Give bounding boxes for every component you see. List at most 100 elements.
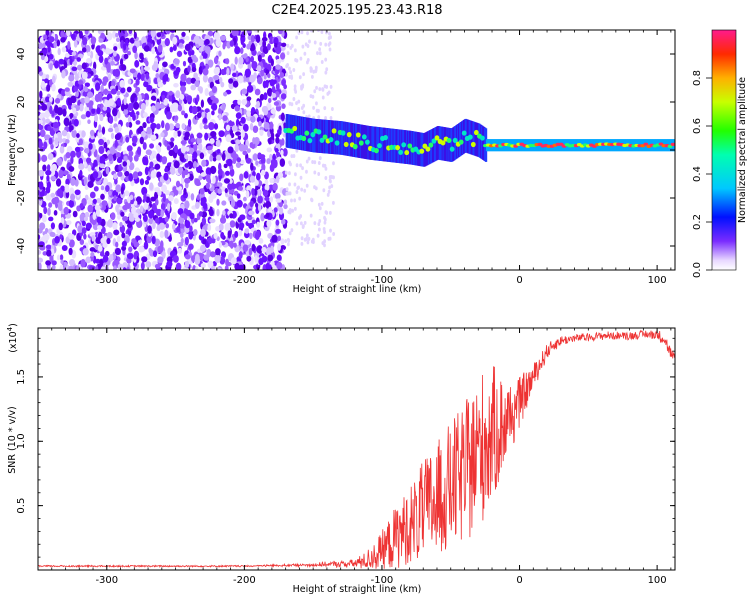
- spectrogram-noise-cell: [145, 261, 152, 268]
- spectrogram-noise-cell: [286, 62, 289, 67]
- spectrogram-noise-cell: [136, 146, 142, 155]
- spectrogram-noise-cell: [146, 234, 152, 244]
- spectrogram-noise-cell: [184, 260, 190, 268]
- spectrogram-noise-cell: [312, 69, 316, 74]
- spectrogram-noise-cell: [290, 43, 294, 48]
- spectrogram-track-core: [292, 125, 298, 132]
- spectrogram-noise-cell: [190, 138, 197, 143]
- spectrogram-noise-cell: [200, 172, 207, 177]
- spectrogram-noise-cell: [122, 204, 129, 211]
- spectrogram-noise-cell: [266, 158, 271, 165]
- spectrogram-noise-cell: [289, 162, 292, 167]
- spectrogram-noise-cell: [79, 103, 84, 112]
- spectrogram-noise-cell: [157, 256, 164, 264]
- spectrogram-noise-cell: [99, 251, 105, 257]
- spectrogram-noise-cell: [273, 101, 280, 106]
- spectrogram-noise-cell: [310, 30, 313, 33]
- spectrogram-noise-cell: [126, 253, 134, 259]
- snr-y-multiplier: (x104): [6, 323, 19, 353]
- spectrogram-noise-cell: [68, 199, 75, 208]
- spectrogram-noise-cell: [258, 120, 262, 127]
- spectrogram-noise-cell: [213, 56, 219, 65]
- spectrogram-noise-cell: [325, 30, 328, 35]
- spectrogram-noise-cell: [95, 265, 99, 270]
- spectrogram-noise-cell: [193, 217, 198, 223]
- spectrogram-noise-cell: [183, 207, 189, 216]
- spectrogram-noise-cell: [209, 165, 217, 175]
- spectrogram-noise-cell: [64, 184, 70, 193]
- spectrogram-noise-cell: [62, 170, 69, 176]
- spectrogram-noise-cell: [73, 118, 79, 127]
- spectrogram-noise-cell: [325, 84, 329, 89]
- spectrogram-noise-cell: [77, 225, 84, 233]
- spectrogram-noise-cell: [230, 183, 237, 190]
- spectrogram-noise-cell: [260, 169, 266, 176]
- spectrogram-noise-cell: [246, 116, 252, 121]
- spectrogram-noise-cell: [116, 90, 121, 96]
- spectrogram-noise-cell: [108, 254, 114, 262]
- spectrogram-noise-cell: [157, 44, 163, 53]
- spectrogram-noise-cell: [69, 187, 75, 196]
- spectrogram-noise-cell: [328, 47, 332, 52]
- spectrogram-noise-cell: [40, 80, 46, 89]
- spectrogram-noise-cell: [82, 248, 89, 256]
- spectrogram-noise-cell: [42, 251, 48, 256]
- spectrogram-noise-cell: [133, 31, 137, 39]
- spectrogram-noise-cell: [74, 189, 81, 196]
- spectrogram-noise-cell: [257, 203, 262, 212]
- spectrogram-noise-cell: [200, 99, 205, 108]
- spectrogram-noise-cell: [198, 211, 203, 217]
- spectrogram-noise-cell: [205, 64, 210, 70]
- spectrogram-noise-cell: [59, 254, 64, 261]
- spectrogram-noise-cell: [98, 145, 105, 155]
- spectrogram-noise-cell: [141, 36, 147, 45]
- spectrogram-noise-cell: [172, 36, 178, 45]
- spectrogram-noise-cell: [170, 137, 175, 142]
- spectrogram-noise-cell: [38, 42, 44, 49]
- spectrogram-noise-cell: [299, 221, 303, 226]
- spectrogram-noise-cell: [264, 196, 270, 202]
- spectrogram-noise-cell: [244, 240, 251, 245]
- spectrogram-noise-cell: [114, 115, 118, 122]
- spectrogram-noise-cell: [164, 167, 169, 173]
- spectrogram-noise-cell: [82, 36, 87, 46]
- spectrogram-noise-cell: [309, 68, 313, 73]
- spectrogram-y-tick-label: -40: [16, 238, 27, 254]
- spectrogram-track-core: [355, 132, 361, 138]
- spectrogram-noise-cell: [265, 212, 270, 218]
- spectrogram-noise-cell: [117, 263, 124, 270]
- spectrogram-noise-cell: [184, 154, 189, 160]
- spectrogram-noise-cell: [313, 40, 317, 45]
- spectrogram-noise-cell: [332, 175, 335, 180]
- spectrogram-noise-cell: [208, 208, 214, 217]
- spectrogram-noise-cell: [246, 30, 252, 34]
- spectrogram-noise-cell: [324, 176, 328, 181]
- spectrogram-noise-cell: [184, 35, 190, 41]
- spectrogram-noise-cell: [61, 69, 66, 79]
- spectrogram-track-core: [643, 142, 649, 146]
- spectrogram-noise-cell: [43, 56, 49, 63]
- spectrogram-noise-cell: [135, 78, 140, 86]
- spectrogram-noise-cell: [305, 233, 309, 238]
- spectrogram-track-core: [446, 137, 452, 144]
- spectrogram-noise-cell: [181, 110, 186, 116]
- spectrogram-noise-cell: [204, 108, 210, 114]
- spectrogram-noise-cell: [59, 234, 63, 240]
- colorbar-frame: [711, 29, 737, 271]
- spectrogram-noise-cell: [155, 144, 161, 151]
- spectrogram-noise-cell: [259, 129, 264, 136]
- spectrogram-noise-cell: [164, 139, 168, 147]
- spectrogram-noise-cell: [215, 139, 221, 148]
- spectrogram-noise-cell: [133, 200, 138, 206]
- spectrogram-noise-cell: [207, 59, 214, 68]
- snr-y-tick-label: 1.0: [16, 433, 27, 449]
- spectrogram-noise-cell: [81, 71, 88, 80]
- spectrogram-noise-cell: [140, 102, 146, 111]
- spectrogram-noise-cell: [164, 122, 170, 131]
- spectrogram-noise-cell: [174, 115, 179, 121]
- spectrogram-noise-cell: [49, 63, 53, 71]
- spectrogram-noise-cell: [242, 196, 247, 202]
- spectrogram-noise-cell: [48, 202, 53, 208]
- spectrogram-noise-cell: [233, 242, 237, 248]
- spectrogram-noise-cell: [297, 31, 301, 36]
